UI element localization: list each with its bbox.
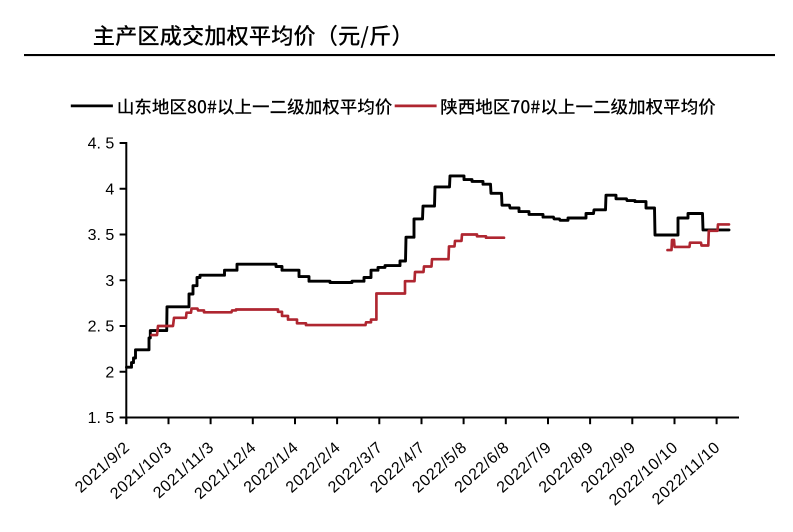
- svg-text:2: 2: [105, 364, 114, 381]
- svg-text:3: 3: [105, 273, 114, 290]
- svg-text:4: 4: [105, 181, 114, 198]
- svg-text:2. 5: 2. 5: [88, 319, 115, 336]
- svg-text:4. 5: 4. 5: [88, 136, 115, 153]
- svg-text:1. 5: 1. 5: [88, 410, 115, 427]
- svg-text:3. 5: 3. 5: [88, 227, 115, 244]
